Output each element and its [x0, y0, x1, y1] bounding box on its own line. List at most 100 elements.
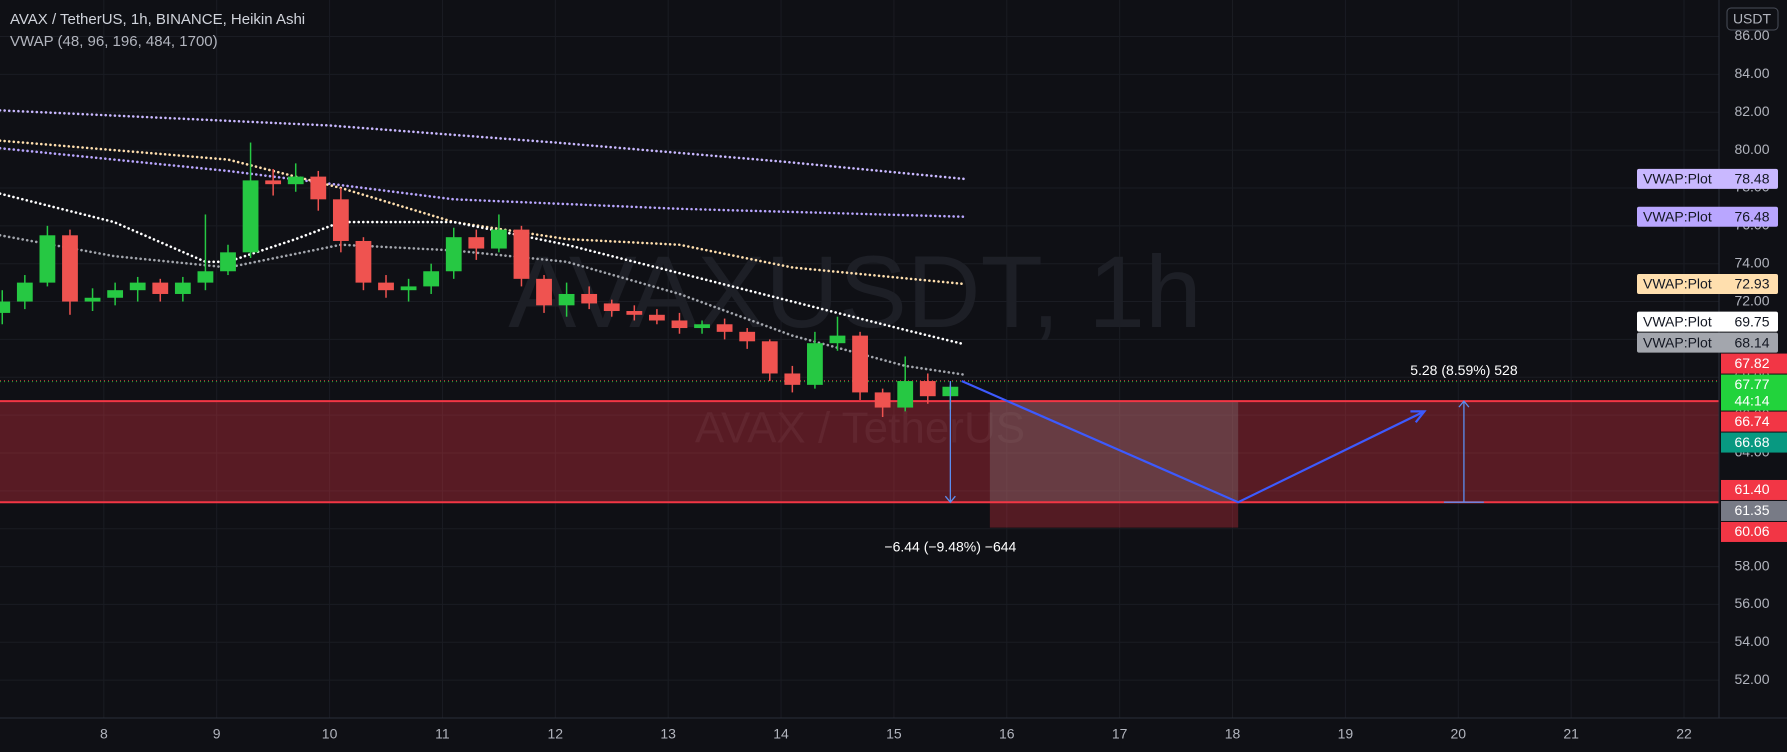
y-tick-label: 86.00 — [1734, 27, 1769, 43]
x-tick-label: 20 — [1450, 726, 1466, 742]
candle-body — [107, 290, 124, 298]
price-tag — [1721, 374, 1787, 411]
candles-group — [0, 142, 959, 418]
drawings-group: −6.44 (−9.48%) −644 5.28 (8.59%) 528 — [884, 362, 1517, 554]
y-tick-label: 52.00 — [1734, 671, 1769, 687]
y-tick-label: 58.00 — [1734, 557, 1769, 573]
price-tag-label: 67.77 — [1734, 376, 1769, 392]
candle-body — [445, 237, 462, 272]
y-tick-label: 54.00 — [1734, 633, 1769, 649]
vwap-tag-value: 69.75 — [1734, 313, 1769, 329]
candle-body — [648, 314, 665, 321]
position-target — [989, 401, 1239, 503]
vwap-tag — [1637, 311, 1778, 332]
candle-body — [739, 331, 756, 342]
vwap-line — [0, 233, 966, 376]
x-tick-label: 21 — [1563, 726, 1579, 742]
y-tick-label: 72.00 — [1734, 292, 1769, 308]
candle-body — [536, 278, 552, 306]
price-tag — [1721, 479, 1787, 500]
measure-label: 5.28 (8.59%) 528 — [1410, 362, 1518, 378]
candle-body — [310, 176, 327, 200]
vwap-tag — [1637, 206, 1778, 227]
watermark-sub: AVAX / TetherUS — [695, 404, 1025, 453]
candle-body — [626, 311, 643, 315]
projection-arrowhead — [1410, 410, 1427, 424]
x-tick-label: 9 — [213, 726, 221, 742]
price-tag-label: 66.74 — [1734, 413, 1769, 429]
candle-body — [174, 282, 191, 294]
candle-body — [400, 286, 417, 291]
candle-body — [852, 335, 868, 393]
vwap-tag-value: 72.93 — [1734, 276, 1769, 292]
zone — [0, 401, 1719, 503]
position-stop — [989, 502, 1239, 528]
candle-body — [807, 343, 823, 385]
vwap-line — [0, 109, 966, 181]
x-tick-label: 22 — [1676, 726, 1692, 742]
y-tick-label: 56.00 — [1734, 595, 1769, 611]
x-tick-label: 13 — [660, 726, 676, 742]
price-tag-label: 67.82 — [1734, 355, 1769, 371]
candle-body — [513, 229, 530, 279]
candle-body — [39, 235, 56, 283]
unit-box — [1726, 7, 1779, 31]
chart-subtitle: VWAP (48, 96, 196, 484, 1700) — [10, 33, 218, 50]
vwap-tag-value: 78.48 — [1734, 171, 1769, 187]
candle-body — [0, 301, 11, 313]
projection-line — [961, 380, 1425, 504]
candle-body — [603, 303, 620, 312]
vwap-tag-name: VWAP:Plot — [1643, 276, 1712, 292]
y-tick-label: 80.00 — [1734, 141, 1769, 157]
x-tick-label: 12 — [548, 726, 564, 742]
vwap-tag-value: 76.48 — [1734, 208, 1769, 224]
x-tick-label: 8 — [100, 726, 108, 742]
candle-body — [784, 373, 801, 385]
chart-title: AVAX / TetherUS, 1h, BINANCE, Heikin Ash… — [10, 11, 305, 28]
vwap-line — [0, 146, 966, 219]
x-tick-label: 17 — [1112, 726, 1128, 742]
vwap-tag — [1637, 273, 1778, 294]
candle-body — [874, 392, 891, 408]
candle-body — [423, 271, 440, 287]
candle-body — [62, 235, 78, 302]
y-tick-label: 74.00 — [1734, 254, 1769, 270]
candle-body — [129, 282, 146, 291]
price-tag — [1721, 500, 1787, 521]
candle-body — [581, 293, 598, 304]
price-tag-label: 61.35 — [1734, 502, 1769, 518]
candle-body — [761, 341, 778, 374]
candle-body — [287, 176, 304, 185]
x-tick-label: 11 — [435, 726, 450, 742]
candle-body — [220, 252, 236, 272]
candle-body — [919, 381, 936, 397]
measure-arrowhead — [1458, 400, 1470, 408]
x-tick-label: 15 — [886, 726, 902, 742]
price-tag — [1721, 432, 1787, 453]
price-tag — [1721, 411, 1787, 432]
candle-body — [468, 237, 485, 249]
vwap-tag-name: VWAP:Plot — [1643, 334, 1712, 350]
candle-body — [84, 297, 101, 302]
price-tag — [1721, 521, 1787, 542]
tags-group: VWAP:Plot 78.48 VWAP:Plot 76.48 VWAP:Plot 72.… — [1637, 168, 1787, 542]
vwap-line — [0, 139, 966, 286]
vwap-tag — [1637, 332, 1778, 353]
candle-body — [378, 282, 394, 291]
x-tick-label: 16 — [999, 726, 1015, 742]
candle-body — [897, 381, 914, 408]
price-tag-label: 66.68 — [1734, 434, 1769, 450]
price-tag-countdown: 44:14 — [1734, 392, 1769, 408]
zone-group — [0, 380, 1719, 528]
candle-body — [716, 324, 733, 332]
measure-arrowhead — [944, 495, 956, 504]
candle-body — [265, 180, 282, 185]
vwap-tag-name: VWAP:Plot — [1643, 171, 1712, 187]
candle-body — [490, 229, 507, 249]
x-tick-label: 18 — [1225, 726, 1241, 742]
x-tick-label: 19 — [1338, 726, 1354, 742]
candle-body — [694, 324, 710, 329]
candle-body — [242, 180, 259, 253]
x-tick-label: 14 — [773, 726, 789, 742]
